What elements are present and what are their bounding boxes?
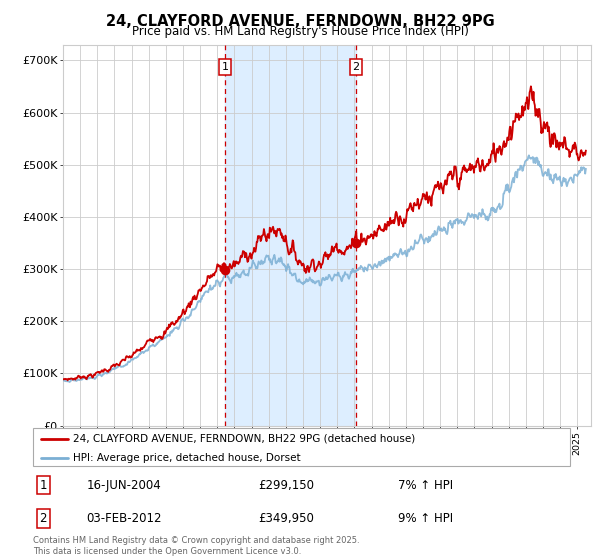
- Text: £349,950: £349,950: [259, 512, 314, 525]
- FancyBboxPatch shape: [33, 428, 570, 466]
- Text: 24, CLAYFORD AVENUE, FERNDOWN, BH22 9PG (detached house): 24, CLAYFORD AVENUE, FERNDOWN, BH22 9PG …: [73, 433, 416, 444]
- Text: 2: 2: [40, 512, 47, 525]
- Text: 16-JUN-2004: 16-JUN-2004: [87, 479, 161, 492]
- Text: 24, CLAYFORD AVENUE, FERNDOWN, BH22 9PG: 24, CLAYFORD AVENUE, FERNDOWN, BH22 9PG: [106, 14, 494, 29]
- Text: 03-FEB-2012: 03-FEB-2012: [87, 512, 162, 525]
- Text: £299,150: £299,150: [259, 479, 314, 492]
- Bar: [225, 45, 356, 426]
- Text: Contains HM Land Registry data © Crown copyright and database right 2025.
This d: Contains HM Land Registry data © Crown c…: [33, 536, 359, 556]
- Text: 1: 1: [221, 62, 229, 72]
- Text: 9% ↑ HPI: 9% ↑ HPI: [398, 512, 453, 525]
- Text: 7% ↑ HPI: 7% ↑ HPI: [398, 479, 453, 492]
- Text: HPI: Average price, detached house, Dorset: HPI: Average price, detached house, Dors…: [73, 452, 301, 463]
- Text: Price paid vs. HM Land Registry's House Price Index (HPI): Price paid vs. HM Land Registry's House …: [131, 25, 469, 38]
- Text: 1: 1: [40, 479, 47, 492]
- Text: 2: 2: [352, 62, 359, 72]
